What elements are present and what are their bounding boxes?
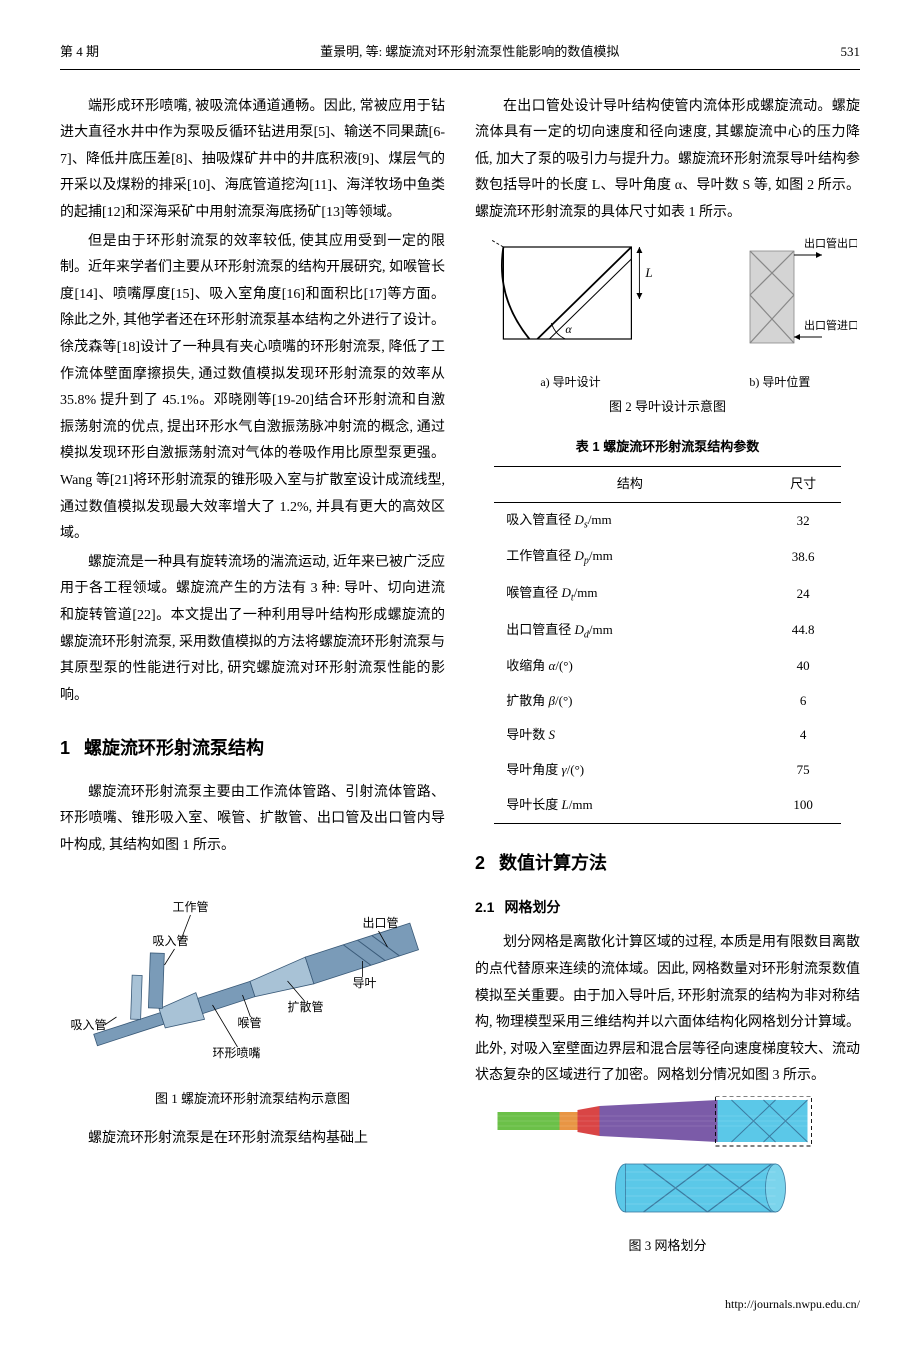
svg-text:α: α [565,322,572,336]
section-heading: 1 螺旋流环形射流泵结构 [60,731,445,765]
para: 螺旋流环形射流泵是在环形射流泵结构基础上 [60,1126,445,1153]
param-label: 导叶角度 γ/(°) [494,753,765,788]
param-value: 32 [765,502,840,539]
page-header: 第 4 期 董景明, 等: 螺旋流对环形射流泵性能影响的数值模拟 531 [60,40,860,70]
right-column: 在出口管处设计导叶结构使管内流体形成螺旋流动。螺旋流体具有一定的切向速度和径向速… [475,94,860,1273]
left-column: 端形成环形喷嘴, 被吸流体通道通畅。因此, 常被应用于钻进大直径水井中作为泵吸反… [60,94,445,1273]
param-value: 24 [765,576,840,613]
section-title: 螺旋流环形射流泵结构 [84,738,264,758]
footer-url: http://journals.nwpu.edu.cn/ [60,1293,860,1316]
param-label: 导叶数 S [494,718,765,753]
section-heading: 2 数值计算方法 [475,846,860,880]
running-title: 董景明, 等: 螺旋流对环形射流泵性能影响的数值模拟 [99,40,840,65]
param-label: 出口管直径 Dd/mm [494,613,765,650]
table-row: 导叶数 S4 [494,718,841,753]
svg-text:出口管出口: 出口管出口 [804,237,857,250]
label-suction-pipe2: 吸入管 [71,1017,107,1032]
table-row: 导叶长度 L/mm100 [494,788,841,823]
figure-3-caption: 图 3 网格划分 [475,1234,860,1259]
param-label: 工作管直径 Dp/mm [494,539,765,576]
para: 端形成环形喷嘴, 被吸流体通道通畅。因此, 常被应用于钻进大直径水井中作为泵吸反… [60,94,445,227]
subsection-number: 2.1 [475,899,494,915]
param-value: 100 [765,788,840,823]
table-head-struct: 结构 [494,467,765,503]
svg-text:出口管进口: 出口管进口 [804,318,857,332]
label-outlet-pipe: 出口管 [363,915,399,930]
figure-1: 工作管 吸入管 吸入管 环形喷嘴 喉管 扩散管 出口管 导叶 [60,869,445,1079]
label-guide-vane: 导叶 [353,976,377,990]
table-row: 工作管直径 Dp/mm38.6 [494,539,841,576]
table-row: 收缩角 α/(°)40 [494,649,841,684]
mesh-svg [475,1096,860,1226]
param-value: 6 [765,684,840,719]
param-value: 38.6 [765,539,840,576]
label-diffuser: 扩散管 [288,999,324,1014]
fig2b-label: b) 导叶位置 [703,371,857,394]
vane-position-svg: 出口管出口 出口管进口 [703,237,857,357]
table-row: 喉管直径 Dt/mm24 [494,576,841,613]
param-label: 导叶长度 L/mm [494,788,765,823]
table-1: 结构 尺寸 吸入管直径 Ds/mm32工作管直径 Dp/mm38.6喉管直径 D… [494,466,841,824]
figure-2a: α L a) 导叶设计 [478,237,663,394]
para: 在出口管处设计导叶结构使管内流体形成螺旋流动。螺旋流体具有一定的切向速度和径向速… [475,94,860,227]
param-label: 吸入管直径 Ds/mm [494,502,765,539]
subsection-title: 网格划分 [504,899,560,915]
section-title: 数值计算方法 [499,853,607,873]
table-head-size: 尺寸 [765,467,840,503]
vane-design-svg: α L [478,237,663,357]
page-number: 531 [841,40,861,65]
param-value: 4 [765,718,840,753]
label-throat: 喉管 [238,1015,262,1030]
param-label: 扩散角 β/(°) [494,684,765,719]
figure-2-caption: 图 2 导叶设计示意图 [475,395,860,420]
label-annular-nozzle: 环形喷嘴 [213,1046,261,1060]
param-value: 75 [765,753,840,788]
para: 但是由于环形射流泵的效率较低, 使其应用受到一定的限制。近年来学者们主要从环形射… [60,229,445,548]
two-column-layout: 端形成环形喷嘴, 被吸流体通道通畅。因此, 常被应用于钻进大直径水井中作为泵吸反… [60,94,860,1273]
param-label: 收缩角 α/(°) [494,649,765,684]
subsection-heading: 2.1 网格划分 [475,894,860,921]
label-working-pipe: 工作管 [173,899,209,914]
section-number: 2 [475,853,485,873]
param-value: 40 [765,649,840,684]
table-1-caption: 表 1 螺旋流环形射流泵结构参数 [475,435,860,460]
pump-schematic-svg: 工作管 吸入管 吸入管 环形喷嘴 喉管 扩散管 出口管 导叶 [60,869,445,1079]
para: 螺旋流是一种具有旋转流场的湍流运动, 近年来已被广泛应用于各工程领域。螺旋流产生… [60,550,445,710]
para: 螺旋流环形射流泵主要由工作流体管路、引射流体管路、环形喷嘴、锥形吸入室、喉管、扩… [60,780,445,860]
figure-1-caption: 图 1 螺旋流环形射流泵结构示意图 [60,1087,445,1112]
label-suction-pipe: 吸入管 [153,933,189,948]
para: 划分网格是离散化计算区域的过程, 本质是用有限数目离散的点代替原来连续的流体域。… [475,930,860,1090]
table-row: 导叶角度 γ/(°)75 [494,753,841,788]
fig2a-label: a) 导叶设计 [478,371,663,394]
section-number: 1 [60,738,70,758]
figure-3 [475,1096,860,1226]
figure-2b: 出口管出口 出口管进口 b) 导叶位置 [703,237,857,394]
figure-2: α L a) 导叶设计 [475,237,860,387]
issue-number: 第 4 期 [60,40,99,65]
table-row: 扩散角 β/(°)6 [494,684,841,719]
param-value: 44.8 [765,613,840,650]
table-row: 出口管直径 Dd/mm44.8 [494,613,841,650]
table-row: 吸入管直径 Ds/mm32 [494,502,841,539]
svg-text:L: L [644,265,652,280]
param-label: 喉管直径 Dt/mm [494,576,765,613]
